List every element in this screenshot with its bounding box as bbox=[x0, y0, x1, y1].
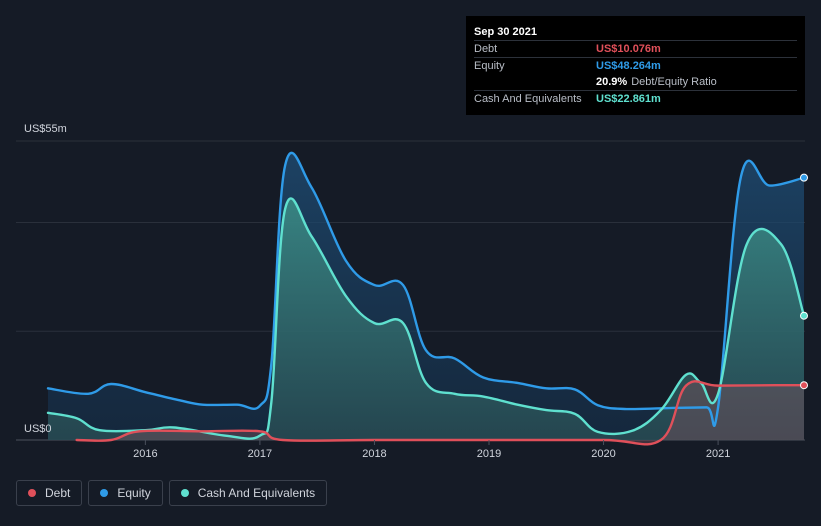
x-tick-label: 2020 bbox=[591, 448, 615, 460]
line-debt bbox=[75, 380, 806, 446]
tooltip-cash-value: US$22.861m bbox=[596, 93, 661, 105]
x-tick-label: 2016 bbox=[133, 448, 157, 460]
area-debt bbox=[76, 381, 805, 445]
tooltip-debt-value: US$10.076m bbox=[596, 43, 661, 55]
tooltip-row-debt: Debt US$10.076m bbox=[474, 40, 797, 57]
tooltip-row-ratio: 20.9% Debt/Equity Ratio bbox=[474, 74, 797, 90]
tooltip-panel: Sep 30 2021 Debt US$10.076m Equity US$48… bbox=[466, 16, 805, 115]
x-tick-label: 2021 bbox=[706, 448, 730, 460]
tooltip-equity-value: US$48.264m bbox=[596, 60, 661, 72]
x-axis-ticks: 2016 2017 2018 2019 2020 2021 bbox=[133, 440, 730, 460]
legend-item-equity[interactable]: Equity bbox=[88, 480, 163, 506]
tooltip-ratio-suffix: Debt/Equity Ratio bbox=[631, 76, 717, 88]
legend-label-cash: Cash And Equivalents bbox=[197, 486, 316, 500]
legend: Debt Equity Cash And Equivalents bbox=[16, 480, 328, 508]
y-axis-bottom-label: US$0 bbox=[24, 423, 52, 435]
end-marker-debt bbox=[800, 381, 808, 390]
legend-dot-equity bbox=[100, 489, 109, 497]
tooltip-cash-label: Cash And Equivalents bbox=[474, 93, 582, 105]
x-tick-label: 2019 bbox=[477, 448, 501, 460]
tooltip-equity-label: Equity bbox=[474, 60, 505, 72]
line-equity bbox=[46, 151, 806, 427]
tooltip-date: Sep 30 2021 bbox=[474, 26, 537, 38]
legend-dot-cash bbox=[180, 489, 189, 497]
x-tick-label: 2018 bbox=[362, 448, 386, 460]
end-marker-equity bbox=[800, 173, 808, 182]
series-end-markers bbox=[800, 173, 808, 390]
tooltip-row-equity: Equity US$48.264m bbox=[474, 57, 797, 74]
x-tick-label: 2017 bbox=[248, 448, 272, 460]
series-lines bbox=[46, 151, 806, 446]
area-cash-and-equivalents bbox=[48, 198, 804, 440]
axis-labels: US$55m US$0 bbox=[24, 123, 67, 435]
series-areas bbox=[48, 152, 805, 445]
tooltip-row-cash: Cash And Equivalents US$22.861m bbox=[474, 90, 797, 107]
end-marker-cash-and-equivalents bbox=[800, 311, 808, 320]
legend-item-debt[interactable]: Debt bbox=[16, 480, 83, 506]
y-axis-top-label: US$55m bbox=[24, 123, 67, 135]
tooltip-ratio-value: 20.9% bbox=[596, 76, 628, 88]
legend-label-equity: Equity bbox=[117, 486, 151, 500]
legend-dot-debt bbox=[28, 489, 36, 497]
legend-label-debt: Debt bbox=[45, 486, 71, 500]
tooltip-debt-label: Debt bbox=[474, 43, 498, 55]
legend-item-cash[interactable]: Cash And Equivalents bbox=[168, 480, 328, 506]
